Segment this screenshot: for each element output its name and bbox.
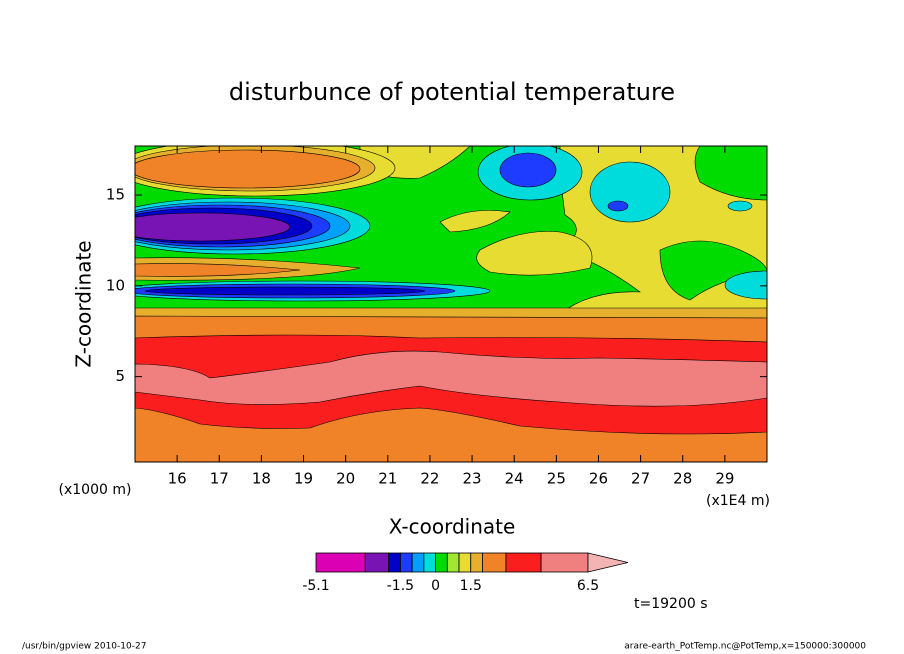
colorbar-box bbox=[446, 552, 460, 573]
contour-band bbox=[135, 149, 361, 189]
contour-band bbox=[589, 161, 671, 223]
x-tick-label: 20 bbox=[336, 470, 355, 488]
contour-band bbox=[135, 350, 767, 407]
plot-frame bbox=[134, 145, 768, 463]
x-tick-label: 19 bbox=[294, 470, 313, 488]
contour-band bbox=[135, 263, 301, 277]
colorbar-tick-label: 6.5 bbox=[577, 578, 599, 594]
colorbar-box bbox=[411, 552, 425, 573]
contour-band bbox=[144, 286, 426, 296]
footer-left: /usr/bin/gpview 2010-10-27 bbox=[22, 642, 146, 652]
y-unit: (x1000 m) bbox=[59, 482, 132, 498]
annotation: t=19200 s bbox=[634, 596, 708, 612]
colorbar-box bbox=[482, 552, 507, 573]
x-tick-label: 16 bbox=[168, 470, 187, 488]
x-tick-label: 18 bbox=[252, 470, 271, 488]
colorbar-box bbox=[435, 552, 448, 573]
colorbar-box bbox=[470, 552, 483, 573]
y-tick-label: 15 bbox=[106, 186, 125, 204]
contour-band bbox=[724, 270, 767, 300]
contour-band bbox=[727, 200, 753, 212]
chart-title: disturbunce of potential temperature bbox=[229, 78, 675, 106]
colorbar-box bbox=[364, 552, 390, 573]
colorbar-box bbox=[388, 552, 401, 573]
x-tick-label: 26 bbox=[589, 470, 608, 488]
x-tick-label: 29 bbox=[715, 470, 734, 488]
colorbar-box bbox=[423, 552, 436, 573]
contour-band bbox=[135, 212, 291, 242]
x-tick-label: 27 bbox=[631, 470, 650, 488]
colorbar-box bbox=[458, 552, 472, 573]
colorbar-box bbox=[315, 552, 366, 573]
contour-band bbox=[499, 152, 557, 188]
x-tick-label: 23 bbox=[463, 470, 482, 488]
colorbar-box bbox=[400, 552, 413, 573]
colorbar-tick-label: 1.5 bbox=[460, 578, 482, 594]
y-axis-label: Z-coordinate bbox=[72, 240, 96, 367]
colorbar-extend bbox=[587, 552, 629, 573]
y-tick-label: 5 bbox=[115, 367, 125, 385]
x-tick-label: 21 bbox=[378, 470, 397, 488]
x-axis-label: X-coordinate bbox=[389, 515, 516, 539]
x-tick-label: 24 bbox=[505, 470, 524, 488]
contour-band bbox=[694, 146, 767, 201]
x-tick-label: 17 bbox=[210, 470, 229, 488]
contour-field bbox=[135, 146, 767, 462]
x-unit: (x1E4 m) bbox=[706, 493, 770, 509]
contour-band bbox=[607, 200, 629, 212]
colorbar-tick-label: 0 bbox=[431, 578, 440, 594]
contour-band bbox=[476, 231, 593, 276]
colorbar-tick-label: -5.1 bbox=[302, 578, 329, 594]
y-tick-label: 10 bbox=[106, 276, 125, 294]
footer-right: arare-earth_PotTemp.nc@PotTemp,x=150000:… bbox=[624, 642, 866, 652]
colorbar-box bbox=[540, 552, 589, 573]
colorbar-box bbox=[505, 552, 542, 573]
x-tick-label: 22 bbox=[420, 470, 439, 488]
colorbar-tick-label: -1.5 bbox=[387, 578, 414, 594]
x-tick-label: 25 bbox=[547, 470, 566, 488]
contour-band bbox=[439, 210, 511, 233]
x-tick-label: 28 bbox=[673, 470, 692, 488]
